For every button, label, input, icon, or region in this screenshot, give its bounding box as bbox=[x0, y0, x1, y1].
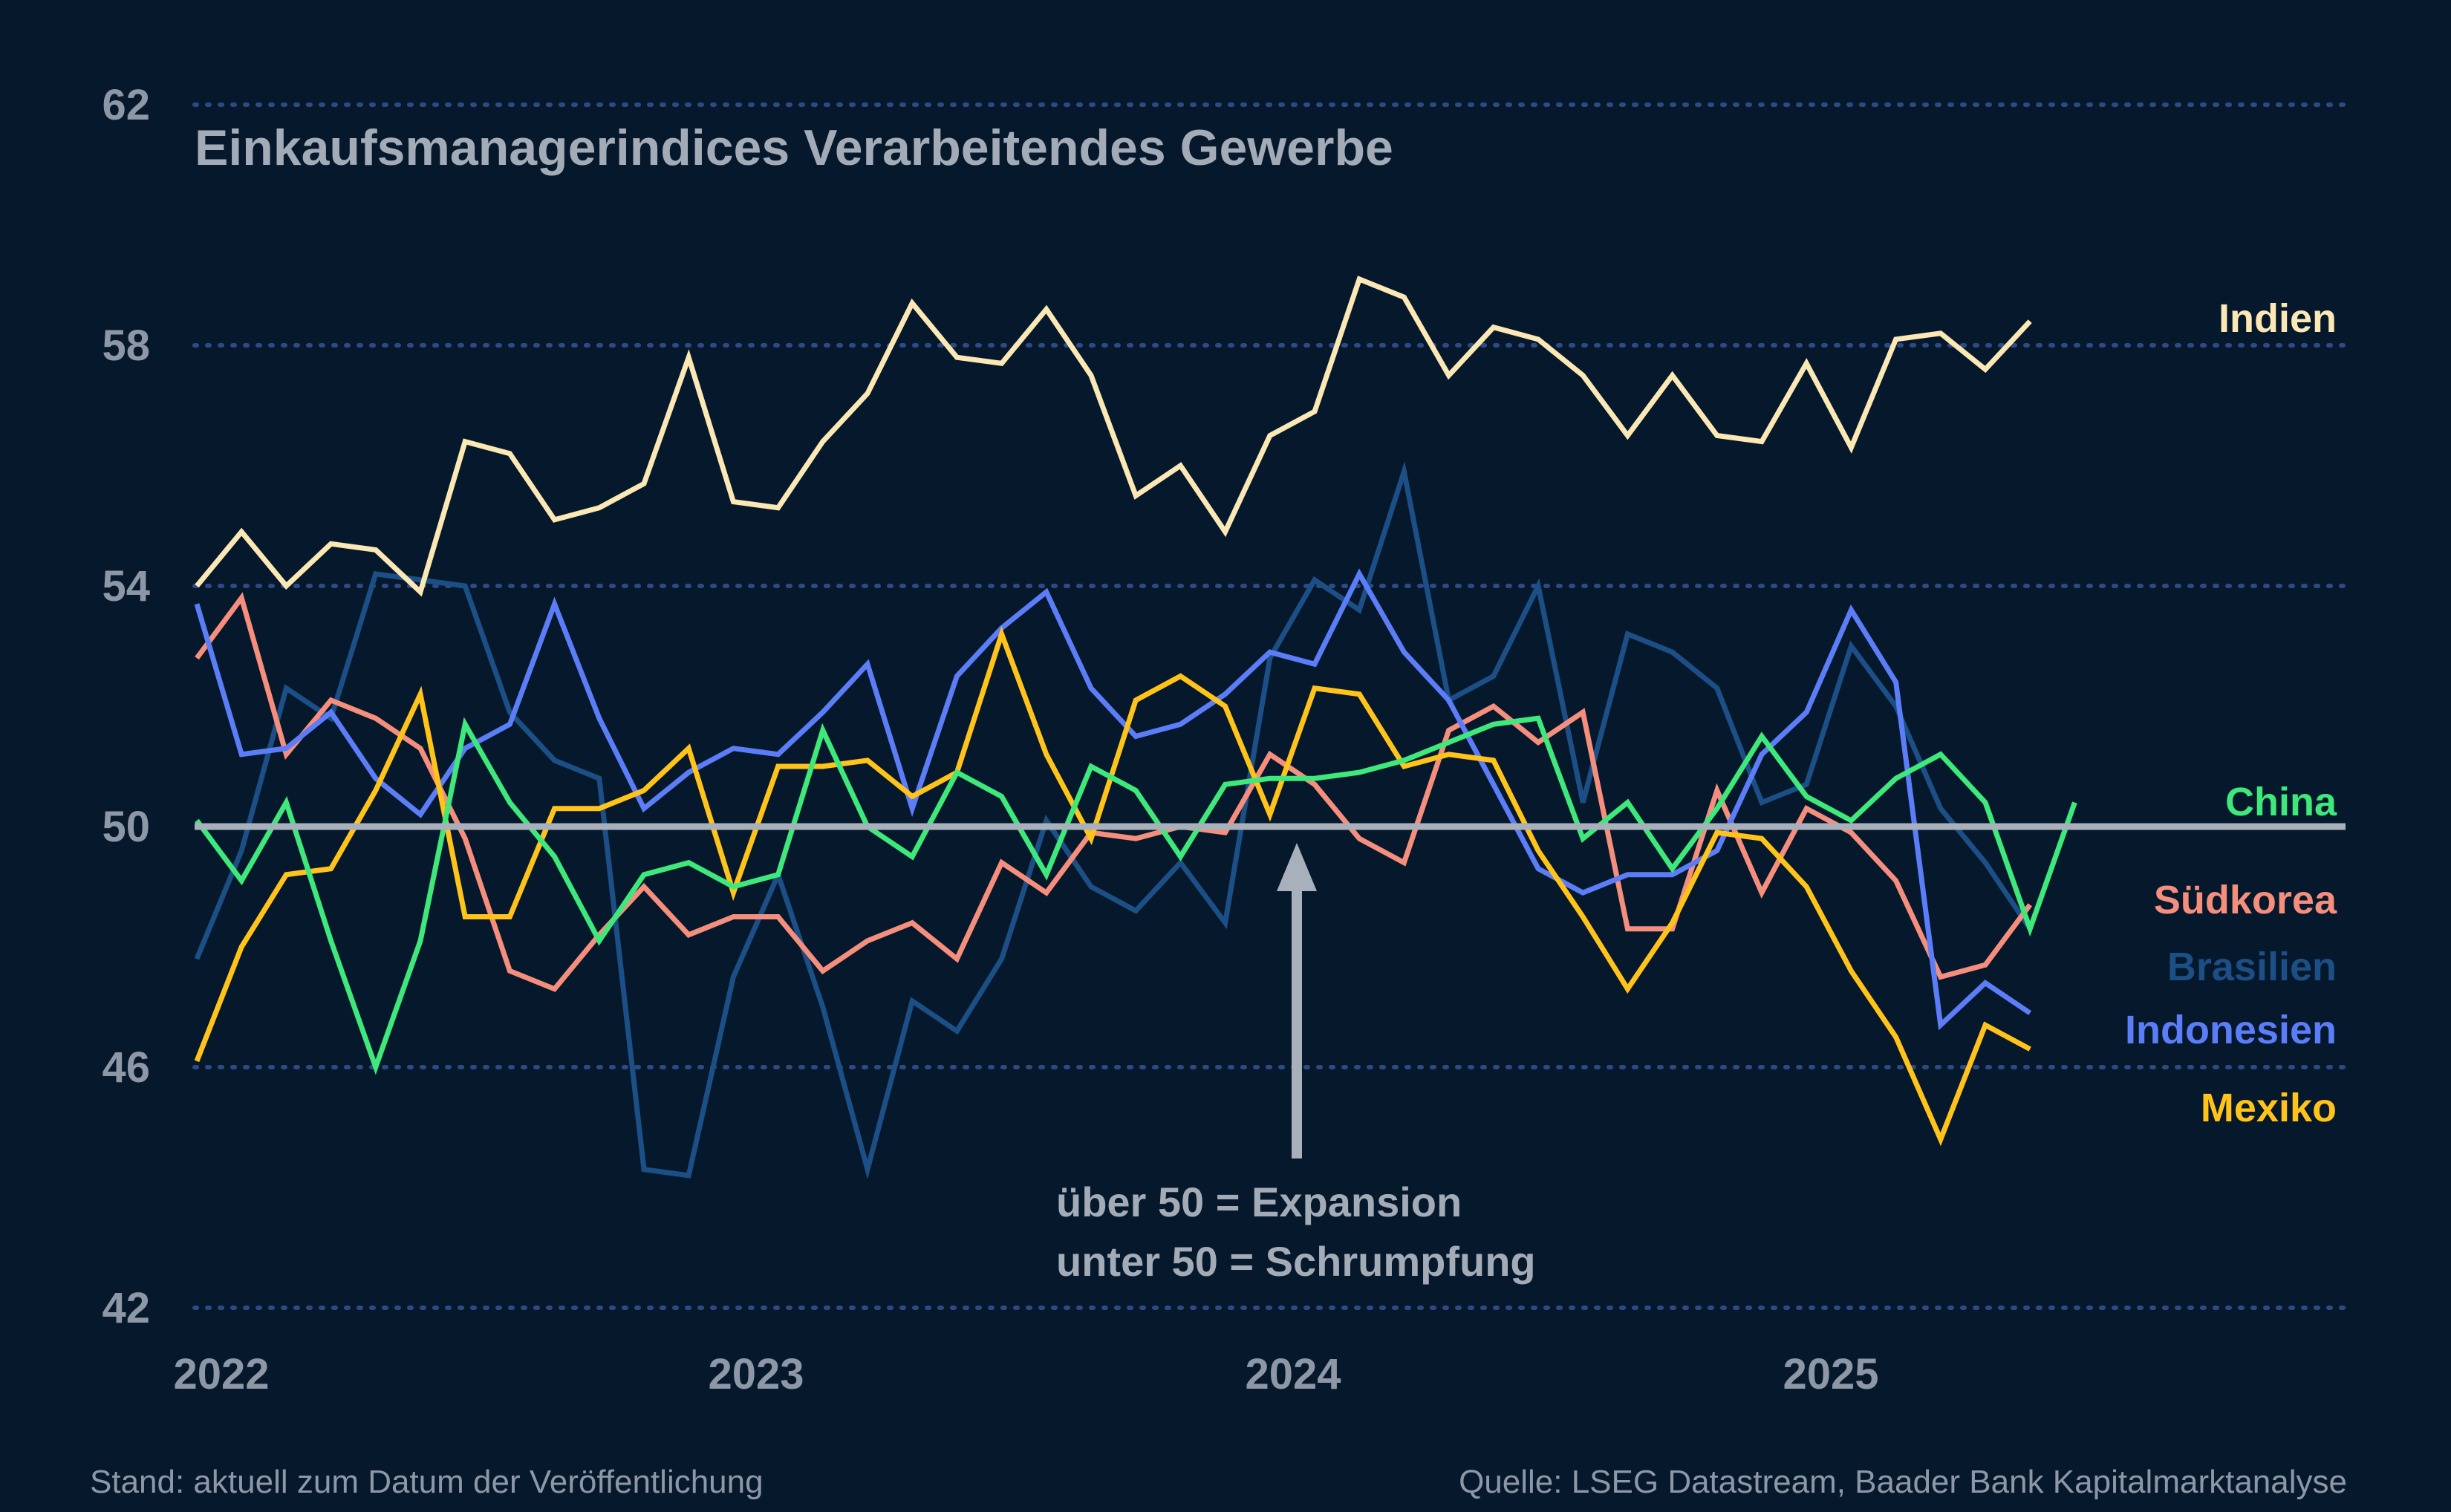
series-label-indonesien: Indonesien bbox=[2125, 1008, 2337, 1052]
chart-title: Einkaufsmanagerindices Verarbeitendes Ge… bbox=[195, 120, 1393, 176]
series-line-brasilien bbox=[194, 461, 2033, 1180]
annotation-arrow bbox=[1277, 843, 1317, 1159]
series-label-china: China bbox=[2225, 780, 2337, 824]
annotation-contraction: unter 50 = Schrumpfung bbox=[1056, 1238, 1536, 1285]
y-axis: 62 58 54 50 46 42 bbox=[102, 81, 150, 1332]
series-line-suedkorea bbox=[195, 592, 2033, 992]
y-tick-label: 50 bbox=[102, 803, 150, 851]
series-label-mexiko: Mexiko bbox=[2201, 1086, 2337, 1130]
x-tick-label: 2024 bbox=[1245, 1350, 1341, 1398]
annotation-expansion: über 50 = Expansion bbox=[1056, 1179, 1462, 1225]
series-line-mexiko bbox=[194, 626, 2031, 1147]
series-label-suedkorea: Südkorea bbox=[2154, 878, 2337, 922]
x-axis: 2022 2023 2024 2025 bbox=[173, 1350, 1878, 1398]
gridlines bbox=[192, 102, 2348, 1310]
y-tick-label: 42 bbox=[102, 1284, 150, 1332]
series-layer bbox=[194, 276, 2077, 1180]
y-tick-label: 46 bbox=[102, 1043, 150, 1092]
y-tick-label: 54 bbox=[102, 562, 150, 610]
series-labels: Indien China Südkorea Brasilien Indonesi… bbox=[2125, 296, 2337, 1130]
x-tick-label: 2025 bbox=[1783, 1350, 1878, 1398]
series-line-indien bbox=[195, 276, 2032, 597]
footer-date-note: Stand: aktuell zum Datum der Veröffentli… bbox=[90, 1464, 764, 1500]
series-line-china bbox=[195, 715, 2077, 1075]
x-tick-label: 2022 bbox=[173, 1350, 269, 1398]
footer-source: Quelle: LSEG Datastream, Baader Bank Kap… bbox=[1459, 1464, 2347, 1500]
series-label-brasilien: Brasilien bbox=[2167, 945, 2337, 989]
x-tick-label: 2023 bbox=[708, 1350, 804, 1398]
y-tick-label: 62 bbox=[102, 81, 150, 129]
series-label-indien: Indien bbox=[2219, 296, 2337, 341]
y-tick-label: 58 bbox=[102, 322, 150, 370]
